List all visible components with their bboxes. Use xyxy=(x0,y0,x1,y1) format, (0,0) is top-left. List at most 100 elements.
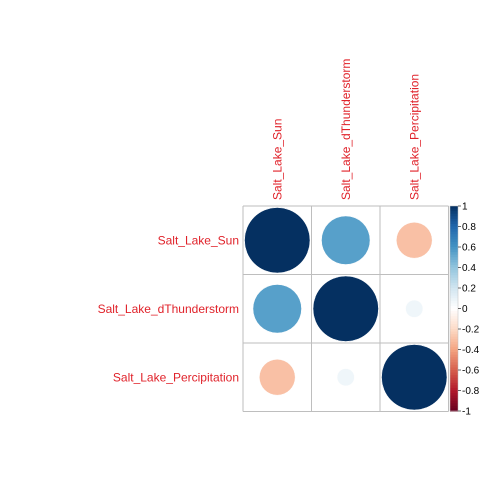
colorbar-segment xyxy=(450,311,458,315)
colorbar-segment xyxy=(450,305,458,310)
colorbar-segment xyxy=(450,236,458,240)
colorbar-tick-label: 0.2 xyxy=(462,284,476,295)
colorbar-segment xyxy=(450,270,458,274)
colorbar-tick-label: 0.4 xyxy=(462,263,476,274)
colorbar-segment xyxy=(450,349,458,353)
corr-circle-2-1 xyxy=(336,368,355,387)
colorbar-segment xyxy=(450,318,458,322)
colorbar-segment xyxy=(450,364,458,369)
colorbar-segment xyxy=(450,244,458,248)
colorbar-segment xyxy=(450,288,458,292)
colorbar-segment xyxy=(450,267,458,271)
colorbar-segment xyxy=(450,264,458,269)
colorbar-segment xyxy=(450,370,458,374)
colorbar-segment xyxy=(450,262,458,266)
colorbar-segment xyxy=(450,341,458,345)
colorbar-segment xyxy=(450,408,458,412)
corr-circle-0-1 xyxy=(321,215,371,265)
colorbar-segment xyxy=(450,293,458,297)
colorbar-tick-label: -0.2 xyxy=(462,325,480,336)
colorbar-segment xyxy=(450,336,458,340)
colorbar-segment xyxy=(450,344,458,348)
colorbar-segment xyxy=(450,321,458,325)
colorbar-segment xyxy=(450,403,458,407)
colorbar-segment xyxy=(450,218,458,222)
column-label: Salt_Lake_Percipitation xyxy=(407,74,421,200)
colorbar-segment xyxy=(450,308,458,312)
corr-circle-1-0 xyxy=(252,284,302,334)
colorbar-segment xyxy=(450,285,458,289)
colorbar-segment xyxy=(450,387,458,392)
column-label: Salt_Lake_Sun xyxy=(270,119,284,200)
colorbar-segment xyxy=(450,359,458,363)
colorbar-segment xyxy=(450,354,458,358)
colorbar-segment xyxy=(450,372,458,376)
colorbar-segment xyxy=(450,331,458,335)
colorbar-segment xyxy=(450,206,458,210)
colorbar-tick-label: -0.6 xyxy=(462,366,480,377)
colorbar-segment xyxy=(450,295,458,299)
corr-circle-2-0 xyxy=(259,359,296,396)
colorbar-segment xyxy=(450,385,458,389)
colorbar-segment xyxy=(450,241,458,246)
colorbar-segment xyxy=(450,229,458,233)
colorbar-segment xyxy=(450,254,458,258)
colorbar-segment xyxy=(450,334,458,338)
corr-circle-2-2 xyxy=(381,344,448,411)
colorbar-segment xyxy=(450,211,458,215)
colorbar-segment xyxy=(450,223,458,228)
colorbar-segment xyxy=(450,259,458,263)
colorbar-segment xyxy=(450,398,458,402)
colorbar-segment xyxy=(450,405,458,410)
colorbar-segment xyxy=(450,257,458,261)
colorbar-segment xyxy=(450,323,458,328)
colorbar-segment xyxy=(450,329,458,333)
colorbar-segment xyxy=(450,313,458,317)
column-labels: Salt_Lake_Sun Salt_Lake_dThunderstorm Salt… xyxy=(270,59,421,200)
colorbar-tick-label: 1 xyxy=(462,202,468,213)
row-label: Salt_Lake_Percipitation xyxy=(113,370,239,384)
colorbar-segment xyxy=(450,357,458,361)
corr-circle-1-1 xyxy=(312,275,379,342)
colorbar-segment xyxy=(450,290,458,294)
colorbar-tick-label: -1 xyxy=(462,407,471,418)
corr-circle-0-2 xyxy=(396,222,433,259)
colorbar-tick-label: 0.8 xyxy=(462,222,476,233)
colorbar-segment xyxy=(450,213,458,217)
colorbar-segment xyxy=(450,252,458,256)
colorbar-segment xyxy=(450,298,458,302)
colorbar-segment xyxy=(450,346,458,351)
row-labels: Salt_Lake_Sun Salt_Lake_dThunderstorm Salt… xyxy=(98,233,239,384)
colorbar-segment xyxy=(450,275,458,279)
colorbar-segment xyxy=(450,339,458,343)
colorbar-segment xyxy=(450,247,458,251)
colorbar-segment xyxy=(450,303,458,307)
colorbar-segment xyxy=(450,326,458,330)
corr-circle-0-0 xyxy=(244,207,311,274)
row-label: Salt_Lake_dThunderstorm xyxy=(98,302,239,316)
colorbar-segment xyxy=(450,400,458,404)
colorbar-segment xyxy=(450,377,458,381)
column-label: Salt_Lake_dThunderstorm xyxy=(339,59,353,200)
colorbar-segment xyxy=(450,393,458,397)
colorbar-segment xyxy=(450,231,458,235)
colorbar-segment xyxy=(450,352,458,356)
colorbar-tick-label: 0 xyxy=(462,304,468,315)
colorbar-tick-label: 0.6 xyxy=(462,243,476,254)
colorbar-segment xyxy=(450,249,458,253)
colorbar: 1 0.8 0.6 0.4 0.2 0 -0.2 -0.4 -0.6 -0.8 -1 xyxy=(449,202,480,418)
colorbar-segment xyxy=(450,208,458,212)
colorbar-segment xyxy=(450,234,458,238)
colorbar-segment xyxy=(450,277,458,281)
colorbar-segment xyxy=(450,390,458,394)
colorbar-segment xyxy=(450,362,458,366)
corr-circle-1-2 xyxy=(405,299,424,318)
correlation-circles xyxy=(244,207,448,411)
colorbar-segment xyxy=(450,226,458,230)
colorbar-segment xyxy=(450,367,458,371)
colorbar-segment xyxy=(450,216,458,220)
colorbar-segment xyxy=(450,300,458,304)
colorbar-segment xyxy=(450,375,458,379)
colorbar-segment xyxy=(450,272,458,276)
